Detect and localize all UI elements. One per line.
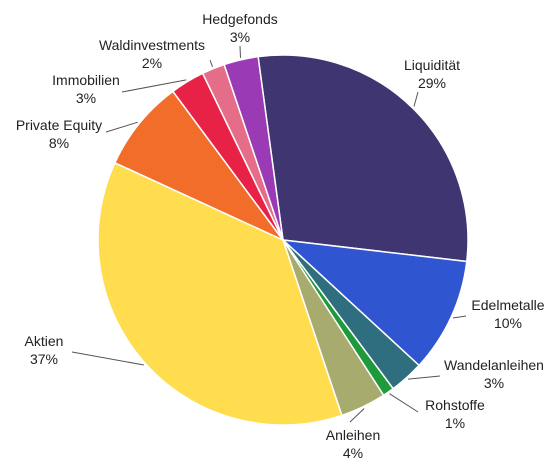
slice-name: Wandelanleihen bbox=[444, 357, 544, 373]
slice-percent: 37% bbox=[30, 351, 58, 367]
slice-name: Anleihen bbox=[326, 427, 381, 443]
slice-percent: 29% bbox=[418, 75, 446, 91]
pie-slice-liquidit-t bbox=[257, 54, 469, 263]
slice-label-hedgefonds: Hedgefonds 3% bbox=[202, 11, 278, 45]
slice-label-immobilien: Immobilien 3% bbox=[52, 72, 120, 106]
leader-line-rohstoffe bbox=[389, 393, 419, 413]
slice-percent: 3% bbox=[76, 90, 96, 106]
slice-percent: 8% bbox=[49, 135, 69, 151]
pie-slice-hedgefonds bbox=[223, 55, 284, 241]
pie-slice-private-equity bbox=[113, 90, 284, 241]
leader-line-wandelanleihen bbox=[407, 375, 441, 380]
slice-name: Private Equity bbox=[16, 117, 102, 133]
pie-slice-aktien bbox=[97, 161, 343, 426]
pie-slice-edelmetalle bbox=[280, 238, 468, 367]
slice-label-waldinvestments: Waldinvestments 2% bbox=[99, 37, 205, 71]
leader-line-waldinvestments bbox=[209, 59, 213, 67]
slice-label-wandelanleihen: Wandelanleihen 3% bbox=[444, 357, 544, 391]
leader-line-aktien bbox=[71, 351, 144, 366]
leader-line-liquidit-t bbox=[413, 91, 419, 107]
slice-name: Rohstoffe bbox=[425, 397, 485, 413]
leader-line-immobilien bbox=[121, 79, 187, 93]
slice-label-liquiditaet: Liquidität 29% bbox=[404, 57, 460, 91]
slice-percent: 10% bbox=[494, 315, 522, 331]
slice-percent: 1% bbox=[445, 415, 465, 431]
slice-percent: 3% bbox=[230, 29, 250, 45]
leader-lines bbox=[71, 45, 467, 423]
leader-line-edelmetalle bbox=[452, 315, 467, 319]
slice-label-rohstoffe: Rohstoffe 1% bbox=[425, 397, 485, 431]
slice-name: Aktien bbox=[25, 333, 64, 349]
leader-line-hedgefonds bbox=[239, 45, 241, 58]
pie-slices bbox=[97, 54, 469, 426]
slice-name: Immobilien bbox=[52, 72, 120, 88]
leader-line-anleihen bbox=[349, 408, 365, 423]
slice-percent: 4% bbox=[343, 445, 363, 461]
slice-name: Waldinvestments bbox=[99, 37, 205, 53]
slice-percent: 3% bbox=[484, 375, 504, 391]
leader-line-private-equity bbox=[105, 121, 138, 133]
slice-name: Hedgefonds bbox=[202, 11, 278, 27]
slice-name: Edelmetalle bbox=[471, 297, 544, 313]
slice-percent: 2% bbox=[142, 55, 162, 71]
slice-label-aktien: Aktien 37% bbox=[25, 333, 64, 367]
slice-label-edelmetalle: Edelmetalle 10% bbox=[471, 297, 544, 331]
slice-name: Liquidität bbox=[404, 57, 460, 73]
slice-label-private-equity: Private Equity 8% bbox=[16, 117, 102, 151]
slice-label-anleihen: Anleihen 4% bbox=[326, 427, 381, 461]
